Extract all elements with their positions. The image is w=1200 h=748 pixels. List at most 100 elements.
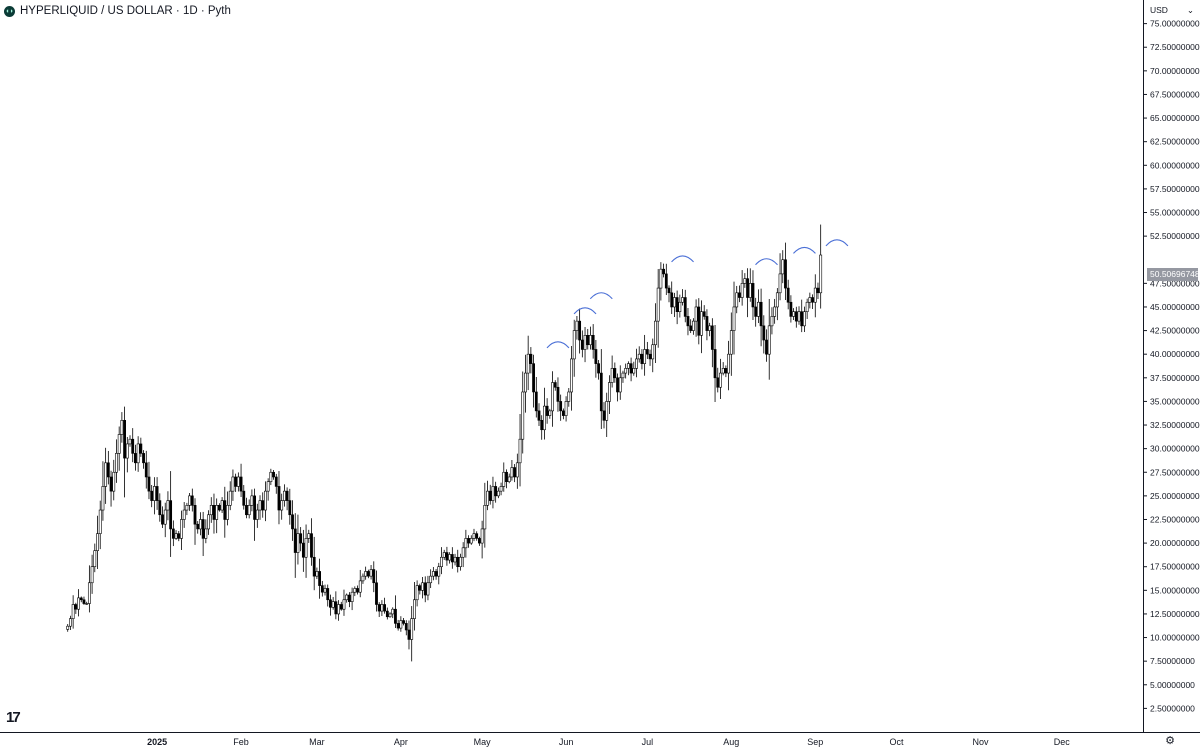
price-tick-label: 37.50000000	[1150, 373, 1200, 383]
candle-body	[190, 495, 194, 506]
candle-body	[515, 462, 519, 478]
tradingview-logo-icon[interactable]: 17	[6, 709, 21, 726]
candle-body	[748, 283, 752, 298]
candle-body	[358, 580, 362, 593]
arc-annotation[interactable]	[589, 292, 613, 300]
candle-body	[673, 297, 676, 308]
candle-body	[204, 528, 208, 539]
candle-body	[85, 603, 89, 605]
candle-body	[366, 571, 370, 577]
candle-body	[277, 486, 281, 511]
candle-body	[69, 618, 72, 627]
candle-body	[348, 594, 351, 602]
candle-body	[196, 523, 200, 530]
candle-body	[320, 585, 324, 593]
candle-body	[255, 509, 259, 520]
settings-icon[interactable]: ⚙	[1165, 735, 1175, 747]
candle-body	[226, 505, 229, 520]
price-tick-label: 47.50000000	[1150, 278, 1200, 288]
candle-body	[713, 349, 717, 379]
time-tick-label: Apr	[394, 737, 408, 747]
candle-body	[583, 335, 587, 350]
arc-annotation[interactable]	[755, 258, 778, 266]
candle-body	[239, 476, 243, 492]
candle-body	[705, 316, 709, 331]
symbol-header[interactable]: ◖◗ HYPERLIQUID / US DOLLAR · 1D · Pyth	[4, 2, 231, 20]
price-tick-label: 35.00000000	[1150, 396, 1200, 406]
candle-body	[765, 339, 768, 355]
candle-body	[201, 519, 205, 539]
candle-body	[142, 453, 145, 464]
time-axis[interactable]: 2025 Feb Mar Apr May Jun Jul Aug Sep Oct Nov Dec	[147, 737, 1070, 747]
price-tick-label: 62.50000000	[1150, 137, 1200, 147]
candle-body	[670, 292, 674, 308]
price-axis[interactable]: 2.50000000 5.00000000 7.50000000 10.0000000…	[1143, 19, 1200, 714]
candle-body	[399, 620, 403, 629]
candle-body	[518, 438, 522, 464]
arc-annotation[interactable]	[671, 255, 694, 263]
candle-body	[120, 420, 124, 435]
symbol-title[interactable]: HYPERLIQUID / US DOLLAR · 1D · Pyth	[20, 5, 231, 17]
candle-body	[234, 476, 238, 487]
candle-body	[548, 410, 552, 416]
candle-body	[117, 434, 121, 454]
candle-body	[163, 509, 167, 525]
candle-body	[667, 287, 671, 294]
candle-body	[510, 467, 514, 478]
candle-body	[746, 278, 749, 298]
candle-body	[440, 556, 443, 568]
candle-body	[464, 538, 468, 549]
candle-body	[453, 556, 457, 563]
candle-body	[486, 490, 489, 506]
candle-body	[808, 297, 812, 303]
candle-body	[180, 519, 183, 539]
candle-body	[407, 629, 411, 640]
candle-body	[364, 571, 368, 577]
candle-body	[396, 623, 400, 629]
price-tick-label: 57.50000000	[1150, 184, 1200, 194]
candle-body	[131, 438, 135, 454]
candle-body	[139, 443, 143, 454]
price-tick-label: 60.00000000	[1150, 160, 1200, 170]
arc-annotation[interactable]	[546, 341, 570, 349]
candle-body	[450, 554, 454, 563]
candle-body	[272, 471, 275, 478]
candle-body	[296, 533, 300, 553]
candle-body	[413, 599, 416, 619]
candle-body	[188, 495, 191, 506]
arc-annotation[interactable]	[573, 307, 597, 315]
candle-body	[659, 268, 663, 289]
candle-body	[491, 486, 495, 501]
arc-annotation[interactable]	[793, 246, 816, 254]
candle-body	[643, 349, 647, 364]
candle-body	[104, 462, 108, 487]
candle-body	[754, 306, 758, 317]
drawing-annotations[interactable]	[546, 239, 849, 349]
time-tick-label: Mar	[309, 737, 325, 747]
candle-body	[247, 505, 251, 516]
candle-body	[610, 368, 614, 383]
candle-body	[185, 505, 189, 511]
candle-body	[459, 556, 462, 568]
candle-body	[589, 335, 592, 346]
candle-body	[90, 566, 94, 584]
candle-body	[664, 273, 668, 289]
currency-select[interactable]: USD ⌄	[1147, 3, 1197, 17]
candle-body	[299, 533, 303, 544]
price-tick-label: 42.50000000	[1150, 326, 1200, 336]
candle-body	[605, 401, 609, 421]
candle-body	[350, 591, 354, 602]
candle-body	[662, 268, 665, 275]
arc-annotation[interactable]	[825, 239, 849, 247]
candle-body	[526, 353, 530, 374]
candle-body	[478, 538, 481, 544]
candle-body	[334, 601, 338, 615]
price-tick-label: 22.50000000	[1150, 514, 1200, 524]
candle-body	[767, 325, 771, 355]
candle-body	[616, 377, 619, 393]
candle-body	[540, 420, 544, 431]
candle-body	[719, 372, 722, 388]
candle-body	[380, 604, 384, 612]
candle-body	[635, 358, 638, 369]
